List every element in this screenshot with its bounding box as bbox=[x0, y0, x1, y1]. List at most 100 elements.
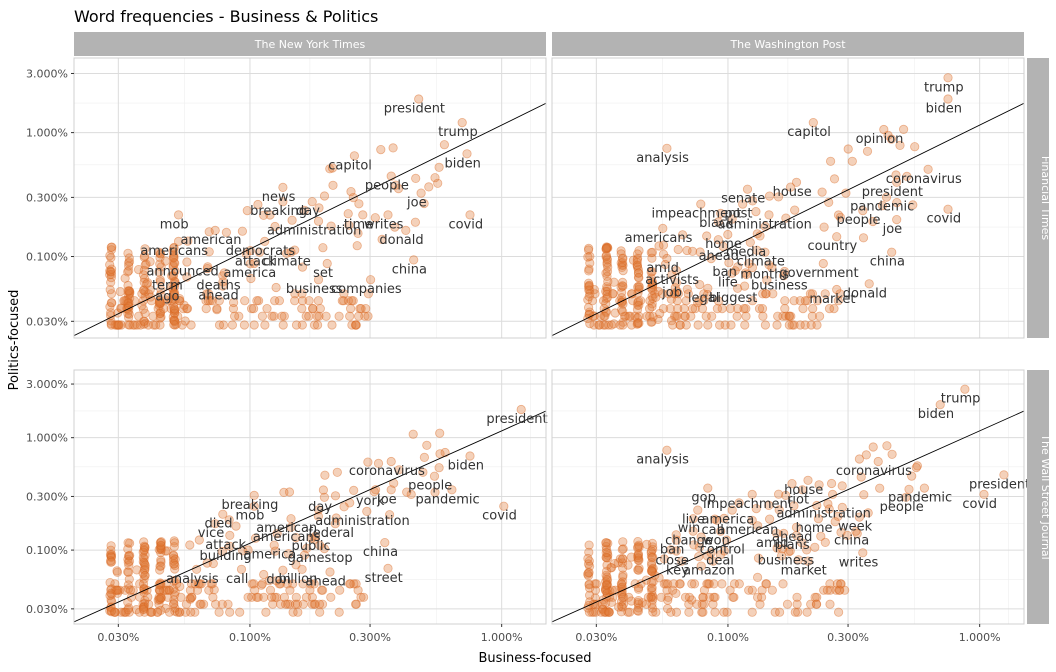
word-label: breaking bbox=[250, 204, 307, 219]
data-point bbox=[159, 585, 169, 595]
data-point bbox=[149, 320, 159, 330]
data-point bbox=[770, 607, 780, 617]
data-point bbox=[626, 596, 637, 606]
data-point bbox=[646, 267, 656, 277]
data-point bbox=[633, 584, 644, 594]
data-point bbox=[247, 303, 257, 314]
points-group bbox=[105, 404, 526, 617]
word-label: post bbox=[724, 207, 752, 222]
data-point bbox=[606, 562, 616, 573]
data-point bbox=[163, 296, 173, 306]
data-point bbox=[618, 572, 628, 582]
data-point bbox=[154, 301, 164, 311]
data-point bbox=[653, 286, 663, 296]
data-point bbox=[810, 592, 820, 602]
data-point bbox=[632, 260, 642, 270]
data-point bbox=[646, 248, 656, 258]
data-point bbox=[287, 215, 297, 225]
data-point bbox=[617, 590, 627, 600]
data-point bbox=[139, 285, 149, 295]
data-point bbox=[139, 601, 149, 611]
data-point bbox=[633, 603, 644, 613]
word-point bbox=[719, 546, 729, 556]
data-point bbox=[318, 243, 328, 253]
data-point bbox=[601, 570, 611, 580]
data-point bbox=[752, 592, 763, 602]
data-point bbox=[819, 585, 829, 595]
data-point bbox=[600, 585, 611, 595]
data-point bbox=[105, 577, 115, 588]
data-point bbox=[291, 320, 302, 330]
data-point bbox=[331, 513, 341, 523]
data-point bbox=[131, 604, 142, 615]
data-point bbox=[205, 296, 215, 306]
data-point bbox=[143, 278, 153, 288]
data-point bbox=[647, 603, 658, 613]
data-point bbox=[156, 593, 166, 603]
word-label: ahead bbox=[699, 249, 739, 264]
data-point bbox=[768, 289, 778, 299]
data-point bbox=[155, 320, 165, 330]
data-point bbox=[634, 555, 644, 565]
data-point bbox=[835, 289, 845, 299]
data-point bbox=[373, 458, 384, 468]
data-point bbox=[140, 570, 150, 581]
data-point bbox=[110, 579, 120, 589]
data-point bbox=[106, 319, 116, 329]
data-point bbox=[154, 579, 164, 590]
data-point bbox=[603, 538, 613, 549]
word-label: biden bbox=[445, 156, 481, 171]
word-point bbox=[386, 485, 396, 495]
word-point bbox=[249, 501, 259, 511]
data-point bbox=[112, 585, 122, 595]
data-point bbox=[326, 592, 336, 602]
data-point bbox=[854, 454, 865, 464]
data-point bbox=[120, 296, 130, 306]
data-point bbox=[139, 273, 150, 284]
y-axis-label: Politics-focused bbox=[7, 290, 22, 391]
data-point bbox=[290, 289, 300, 299]
data-point bbox=[584, 264, 594, 274]
data-point bbox=[156, 537, 166, 547]
word-label: call bbox=[702, 523, 724, 538]
data-point bbox=[832, 579, 843, 589]
data-point bbox=[168, 246, 178, 256]
word-point bbox=[218, 271, 228, 281]
word-point bbox=[380, 537, 390, 548]
word-point bbox=[803, 475, 813, 485]
data-point bbox=[154, 585, 164, 595]
data-point bbox=[624, 311, 634, 321]
word-label: americans bbox=[140, 244, 208, 259]
data-point bbox=[180, 316, 190, 326]
data-point bbox=[648, 577, 658, 587]
data-point bbox=[170, 266, 180, 276]
data-point bbox=[646, 546, 657, 556]
word-label: media bbox=[726, 245, 767, 260]
data-point bbox=[253, 199, 263, 210]
data-point bbox=[758, 311, 768, 321]
data-point bbox=[182, 303, 193, 314]
data-point bbox=[269, 311, 279, 321]
data-point bbox=[204, 585, 214, 595]
data-point bbox=[139, 252, 149, 262]
data-point bbox=[633, 268, 644, 278]
data-point bbox=[662, 579, 673, 589]
data-point bbox=[634, 311, 644, 321]
data-point bbox=[169, 291, 179, 301]
data-point bbox=[196, 579, 206, 589]
data-point bbox=[616, 249, 626, 259]
word-point bbox=[236, 564, 247, 574]
data-point bbox=[339, 502, 349, 512]
data-point bbox=[833, 511, 843, 522]
data-point bbox=[726, 320, 736, 330]
data-point bbox=[268, 599, 278, 609]
data-point bbox=[351, 320, 361, 330]
data-point bbox=[105, 590, 115, 601]
data-point bbox=[139, 574, 149, 584]
data-point bbox=[739, 281, 750, 291]
data-point bbox=[702, 231, 712, 241]
x-tick-label: 0.300% bbox=[827, 631, 869, 644]
panel-border bbox=[73, 369, 547, 625]
data-point bbox=[346, 187, 356, 197]
data-point bbox=[617, 544, 627, 555]
